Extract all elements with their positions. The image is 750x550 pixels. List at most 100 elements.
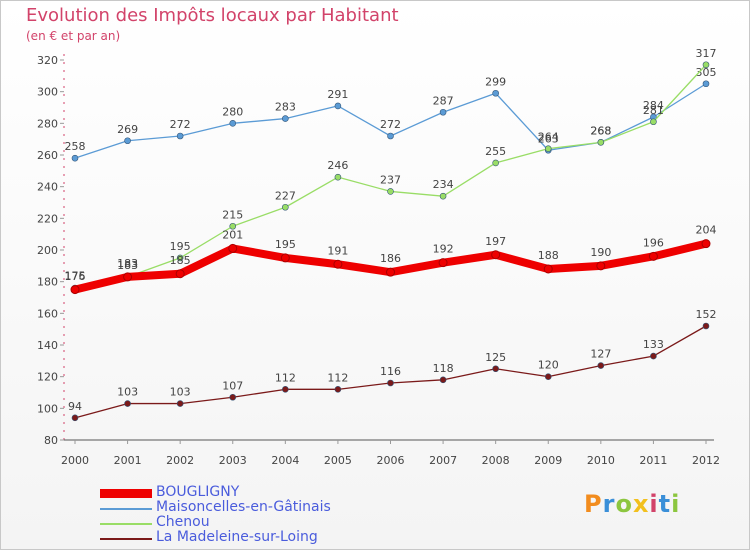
x-tick-label: 2011	[639, 454, 667, 467]
data-point	[544, 373, 552, 380]
data-point	[71, 154, 79, 162]
data-point	[438, 258, 448, 268]
data-point	[492, 159, 499, 167]
y-tick-label: 200	[37, 244, 58, 257]
data-label: 246	[327, 159, 348, 172]
data-label: 103	[170, 386, 191, 399]
data-label: 183	[117, 257, 138, 270]
data-point	[282, 115, 289, 122]
data-label: 317	[696, 47, 717, 60]
data-label: 291	[327, 88, 348, 101]
data-point	[386, 267, 395, 277]
data-point	[543, 264, 553, 274]
data-label: 112	[327, 371, 348, 384]
x-tick-label: 2010	[587, 454, 615, 467]
legend-swatch	[100, 508, 152, 510]
data-label: 263	[538, 132, 559, 145]
data-point	[334, 173, 342, 181]
data-label: 255	[485, 145, 506, 158]
data-point	[71, 414, 79, 422]
data-label: 201	[222, 228, 243, 241]
data-point	[124, 137, 131, 145]
data-label: 118	[433, 362, 454, 375]
data-label: 192	[433, 243, 454, 256]
x-tick-label: 2004	[271, 454, 299, 467]
data-label: 237	[380, 173, 401, 186]
data-point	[228, 243, 238, 253]
data-label: 94	[68, 400, 82, 413]
y-tick-label: 260	[37, 149, 58, 162]
data-point	[229, 222, 237, 230]
data-label: 152	[696, 308, 717, 321]
data-label: 195	[275, 238, 296, 251]
data-label: 258	[65, 140, 86, 153]
data-point	[123, 272, 133, 282]
data-label: 268	[590, 124, 611, 137]
data-label: 264	[538, 131, 559, 144]
data-label: 281	[643, 104, 664, 117]
data-label: 280	[222, 105, 243, 118]
data-point	[597, 362, 605, 369]
data-point	[439, 108, 447, 116]
data-point	[175, 269, 185, 279]
data-label: 120	[538, 359, 559, 372]
data-label: 195	[170, 240, 191, 253]
x-tick-label: 2000	[61, 454, 89, 467]
data-point	[650, 118, 657, 126]
x-tick-label: 2001	[114, 454, 142, 467]
data-label: 107	[222, 379, 243, 392]
y-tick-label: 220	[37, 212, 58, 225]
data-label: 272	[380, 118, 401, 131]
data-label: 283	[275, 101, 296, 114]
data-point	[648, 251, 658, 261]
data-label: 204	[696, 224, 717, 237]
proxiti-logo: Proxiti	[584, 490, 681, 518]
data-point	[229, 120, 237, 127]
data-label: 125	[485, 351, 506, 364]
y-tick-label: 120	[37, 371, 58, 384]
legend-label: BOUGLIGNY	[156, 484, 240, 500]
data-label: 196	[643, 236, 664, 249]
legend-swatch	[100, 538, 152, 540]
data-label: 299	[485, 75, 506, 88]
chart-title: Evolution des Impôts locaux par Habitant	[26, 5, 399, 26]
data-label: 191	[327, 244, 348, 257]
data-label: 269	[117, 123, 138, 136]
data-label: 284	[643, 99, 664, 112]
data-point	[333, 259, 343, 269]
data-point	[597, 139, 605, 146]
x-tick-label: 2002	[166, 454, 194, 467]
data-point	[387, 132, 394, 140]
data-label: 272	[170, 118, 191, 131]
data-point	[702, 322, 710, 330]
x-tick-label: 2003	[219, 454, 247, 467]
data-point	[701, 239, 711, 249]
data-point	[176, 400, 184, 407]
data-point	[544, 145, 552, 152]
data-point	[439, 376, 447, 384]
legend-label: La Madeleine-sur-Loing	[156, 529, 318, 545]
data-point	[702, 61, 710, 69]
data-point	[492, 365, 499, 373]
data-point	[387, 188, 394, 195]
x-tick-label: 2006	[377, 454, 405, 467]
data-label: 268	[590, 124, 611, 137]
data-point	[229, 393, 237, 401]
data-point	[439, 192, 447, 200]
legend-swatch	[100, 489, 152, 498]
data-point	[334, 386, 342, 393]
data-point	[280, 253, 290, 263]
y-tick-label: 240	[37, 181, 58, 194]
data-point	[702, 80, 710, 88]
y-tick-label: 80	[44, 434, 58, 447]
data-point	[387, 379, 394, 387]
y-tick-label: 320	[37, 54, 58, 67]
data-label: 112	[275, 371, 296, 384]
data-label: 175	[65, 270, 86, 283]
data-point	[176, 132, 184, 140]
legend-label: Chenou	[156, 514, 210, 530]
data-label: 197	[485, 235, 506, 248]
y-tick-label: 100	[37, 402, 58, 415]
data-label: 287	[433, 94, 454, 107]
